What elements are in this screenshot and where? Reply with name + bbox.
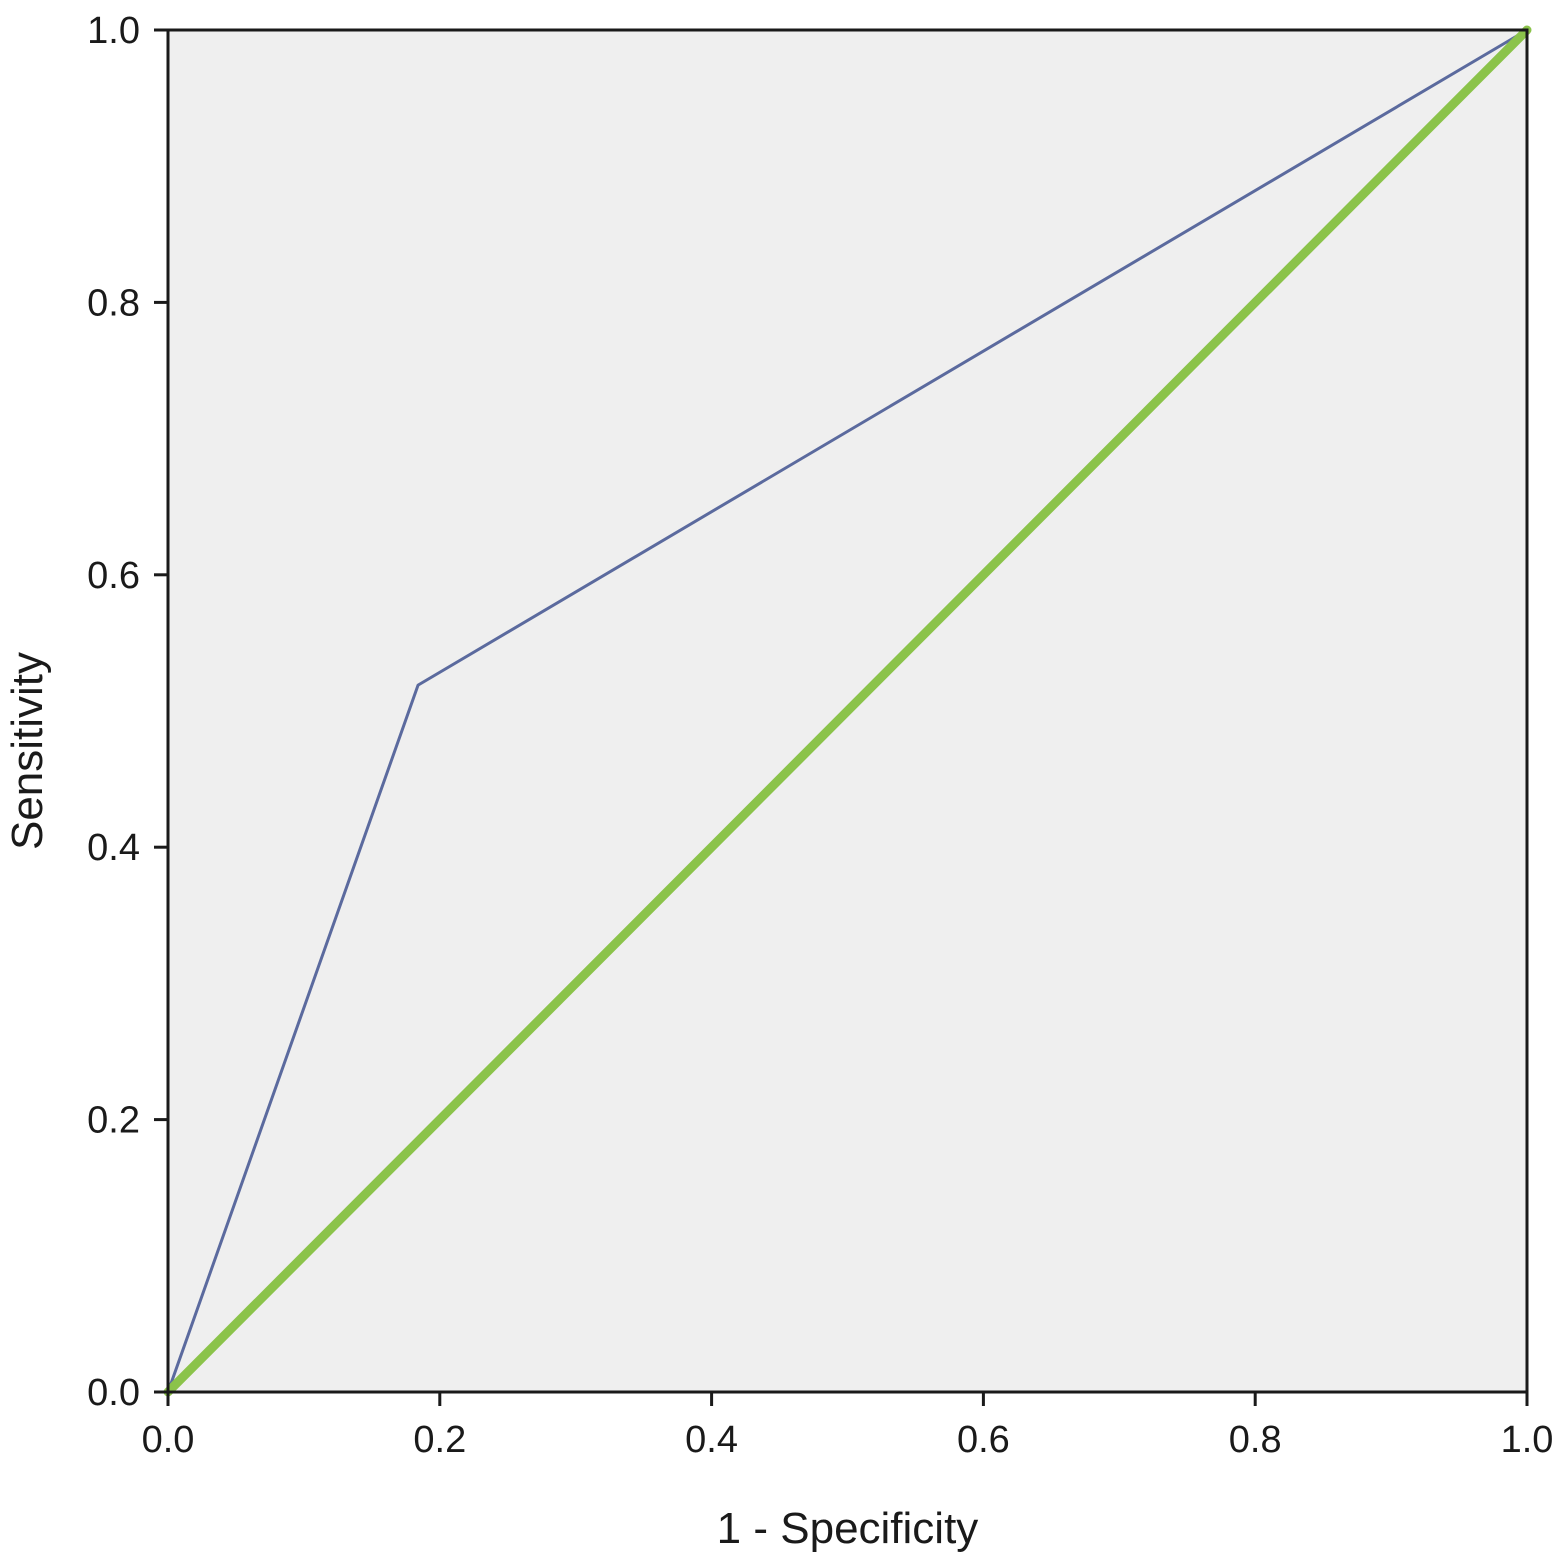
y-tick-label: 0.4 — [87, 827, 140, 869]
y-tick-label: 1.0 — [87, 10, 140, 52]
x-axis: 0.0 0.2 0.4 0.6 0.8 1.0 — [142, 1392, 1554, 1461]
y-axis: 0.0 0.2 0.4 0.6 0.8 1.0 — [87, 10, 168, 1414]
x-tick-label: 0.8 — [1229, 1419, 1282, 1461]
x-tick-label: 1.0 — [1501, 1419, 1554, 1461]
y-tick-label: 0.2 — [87, 1100, 140, 1142]
y-tick-label: 0.6 — [87, 555, 140, 597]
series-line-1 — [166, 28, 1529, 1394]
series-line-2 — [163, 25, 1532, 1397]
y-tick-label: 0.0 — [87, 1372, 140, 1414]
series-layer — [163, 25, 1532, 1397]
y-tick-label: 0.8 — [87, 282, 140, 324]
x-axis-title: 1 - Specificity — [717, 1504, 979, 1553]
plot-frame — [166, 28, 1529, 1394]
x-tick-label: 0.0 — [142, 1419, 195, 1461]
x-tick-label: 0.2 — [413, 1419, 466, 1461]
y-axis-title: Sensitivity — [3, 652, 52, 850]
x-tick-label: 0.4 — [685, 1419, 738, 1461]
x-tick-label: 0.6 — [957, 1419, 1010, 1461]
